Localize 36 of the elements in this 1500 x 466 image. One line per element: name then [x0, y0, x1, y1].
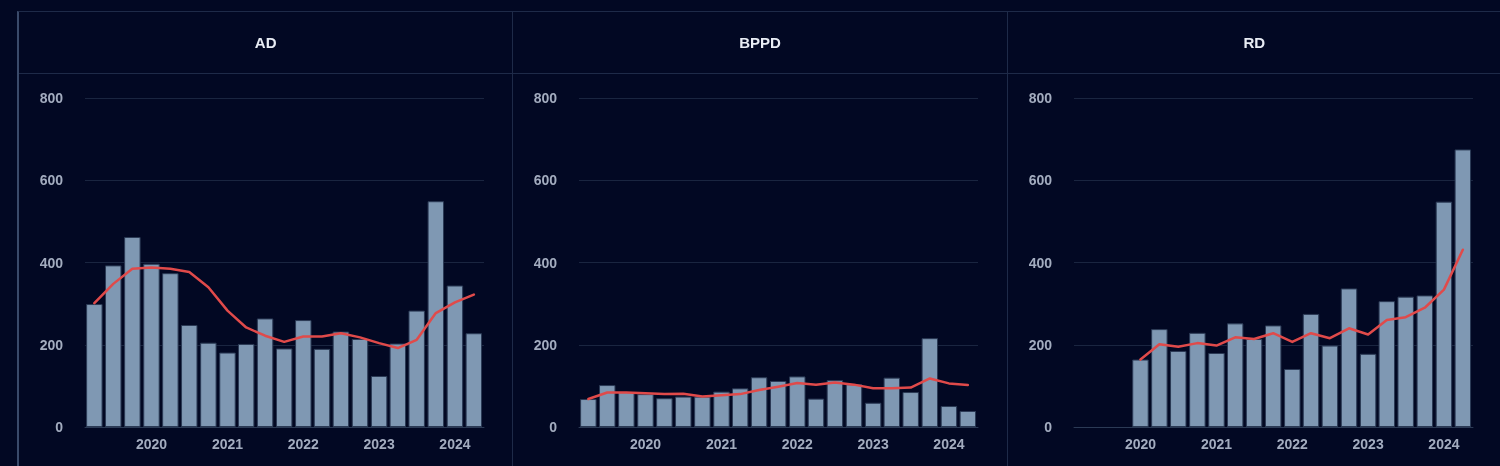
y-tick-label: 400	[39, 254, 64, 271]
x-tick-label: 2022	[1276, 436, 1308, 452]
x-tick-label: 2023	[1352, 436, 1384, 452]
y-tick-label: 800	[1028, 90, 1052, 106]
y-tick-label: 200	[1028, 336, 1052, 353]
y-tick-label: 0	[1043, 419, 1052, 435]
y-tick-label: 600	[39, 172, 64, 189]
y-tick-label: 600	[1028, 172, 1052, 189]
y-tick-label: 400	[1028, 254, 1052, 271]
x-tick-label: 2023	[857, 436, 890, 452]
x-tick-label: 2024	[933, 436, 966, 452]
x-tick-label: 2020	[1124, 436, 1156, 452]
x-tick-label: 2021	[211, 436, 244, 452]
x-tick-label: 2020	[135, 436, 168, 452]
line-series	[587, 377, 970, 401]
x-tick-label: 2022	[287, 436, 320, 452]
x-tick-label: 2022	[782, 436, 814, 452]
line-series	[93, 266, 476, 350]
chart-title: AD	[19, 12, 513, 74]
line-series	[1138, 248, 1464, 361]
chart-title: BPPD	[513, 12, 1007, 74]
x-tick-label: 2021	[706, 436, 738, 452]
y-tick-label: 400	[533, 254, 558, 271]
y-tick-label: 200	[533, 336, 558, 353]
chart-title: RD	[1007, 12, 1500, 74]
y-tick-label: 800	[533, 90, 558, 106]
x-tick-label: 2020	[630, 436, 662, 452]
y-tick-label: 600	[533, 172, 558, 189]
y-tick-label: 800	[39, 90, 64, 106]
y-tick-label: 0	[55, 419, 64, 435]
x-tick-label: 2024	[1428, 436, 1460, 452]
x-tick-label: 2021	[1200, 436, 1232, 452]
x-tick-label: 2023	[363, 436, 395, 452]
y-tick-label: 200	[39, 336, 64, 353]
y-tick-label: 0	[549, 419, 558, 435]
x-tick-label: 2024	[439, 436, 471, 452]
